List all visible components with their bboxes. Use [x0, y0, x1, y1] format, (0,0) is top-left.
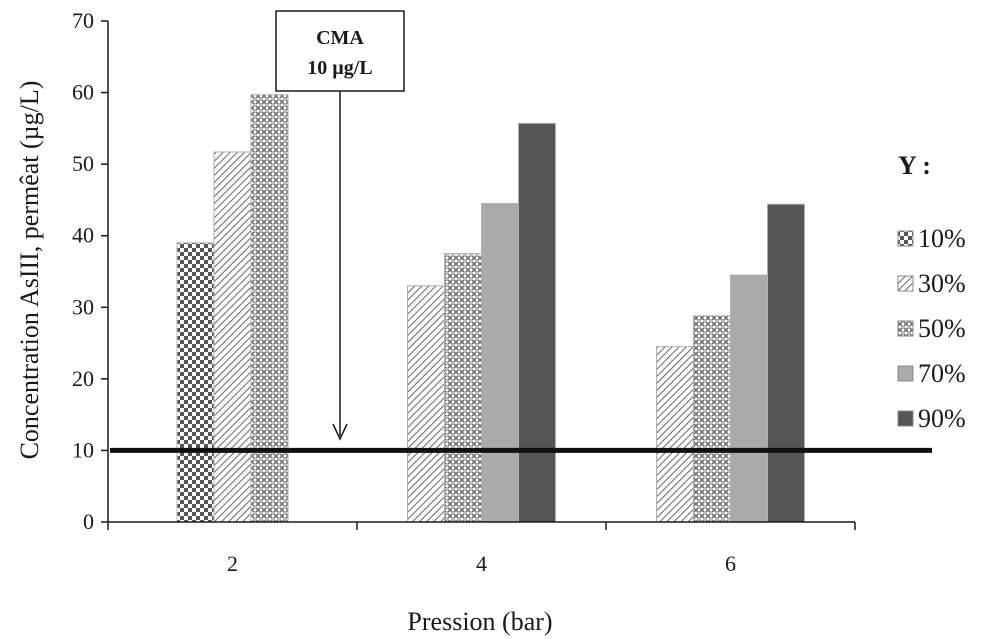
cma-annotation-box	[275, 10, 405, 92]
y-axis-title: Concentration AsIII, permêat (µg/L)	[15, 81, 44, 460]
legend-label-30pct: 30%	[918, 269, 966, 298]
x-axis-title: Pression (bar)	[407, 607, 552, 636]
y-tick-label: 60	[72, 80, 94, 105]
axes-group: 0 10 20 30 40 50 60 70 2 4 6	[72, 8, 856, 576]
bar-4-90pct	[518, 122, 556, 523]
legend-label-90pct: 90%	[918, 404, 966, 433]
bar-2-50pct	[250, 94, 289, 523]
y-tick-label: 0	[83, 509, 94, 534]
bar-6-90pct	[767, 203, 805, 523]
bar-6-50pct	[693, 315, 731, 523]
y-tick-label: 30	[72, 294, 94, 319]
y-tick-label: 50	[72, 151, 94, 176]
y-tick-label: 70	[72, 8, 94, 33]
bar-4-30pct	[407, 285, 445, 523]
legend-title: Y :	[898, 151, 931, 180]
x-tick-label: 2	[227, 551, 238, 576]
bar-6-30pct	[656, 346, 694, 523]
legend-swatch-90pct	[897, 410, 914, 427]
legend-label-50pct: 50%	[918, 314, 966, 343]
bar-4-50pct	[444, 253, 482, 523]
legend-label-70pct: 70%	[918, 359, 966, 388]
bar-2-10pct	[176, 242, 215, 523]
legend-swatch-30pct	[897, 275, 914, 292]
bar-4-70pct	[481, 203, 519, 523]
bars-group	[176, 94, 805, 523]
bar-2-30pct	[213, 151, 252, 523]
legend-swatch-10pct	[897, 230, 914, 247]
x-tick-label: 6	[725, 551, 736, 576]
legend: Y : 10% 30% 50% 70% 90%	[897, 151, 966, 433]
y-tick-label: 40	[72, 223, 94, 248]
legend-swatch-50pct	[897, 320, 914, 337]
cma-annotation: CMA 10 µg/L	[275, 10, 405, 441]
legend-swatch-70pct	[897, 365, 914, 382]
cma-annotation-line2: 10 µg/L	[307, 57, 372, 79]
cma-annotation-line1: CMA	[316, 27, 364, 49]
cma-annotation-arrow-head	[332, 423, 348, 441]
y-tick-label: 20	[72, 366, 94, 391]
x-tick-label: 4	[476, 551, 487, 576]
y-tick-label: 10	[72, 437, 94, 462]
legend-label-10pct: 10%	[918, 224, 966, 253]
bar-6-70pct	[730, 274, 768, 523]
